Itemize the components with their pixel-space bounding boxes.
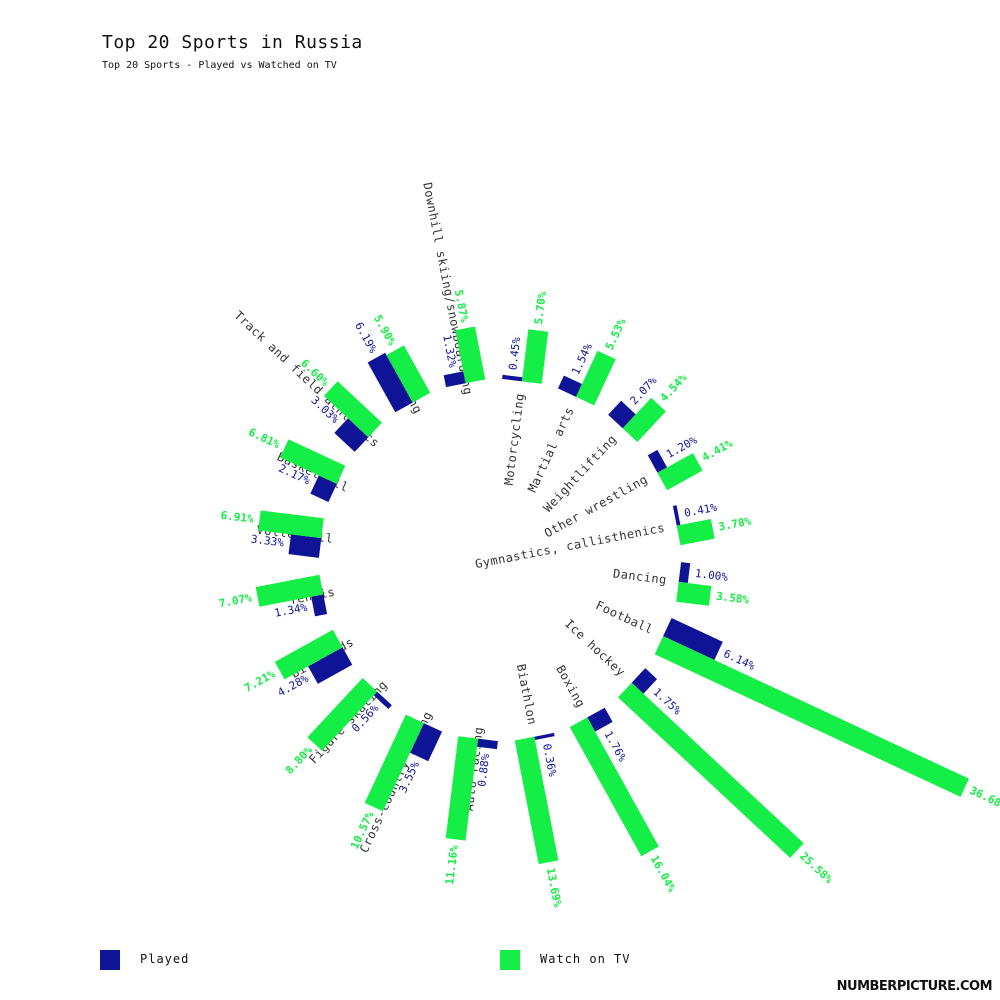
bar-watched bbox=[274, 629, 343, 680]
value-label-watched: 4.41% bbox=[700, 437, 736, 465]
bar-watched bbox=[514, 736, 559, 865]
bar-played bbox=[647, 449, 668, 473]
value-label-played: 0.45% bbox=[506, 336, 523, 371]
bar-played bbox=[672, 505, 681, 526]
value-label-watched: 7.07% bbox=[218, 591, 253, 610]
bar-watched bbox=[521, 329, 549, 384]
value-label-watched: 6.81% bbox=[246, 426, 282, 452]
bar-watched bbox=[576, 350, 616, 406]
category-label: Boxing bbox=[553, 663, 588, 710]
bar-played bbox=[310, 475, 337, 503]
bar-watched bbox=[255, 574, 324, 607]
legend-label-watched: Watch on TV bbox=[540, 952, 631, 966]
bar-watched bbox=[307, 678, 378, 751]
spoke-auto-racing: Auto racing0.88%11.16% bbox=[443, 726, 498, 885]
bar-played bbox=[373, 691, 392, 710]
value-label-played: 1.32% bbox=[440, 334, 459, 369]
bar-watched bbox=[445, 736, 479, 841]
chart-subtitle: Top 20 Sports - Played vs Watched on TV bbox=[102, 60, 337, 71]
value-label-watched: 5.70% bbox=[532, 290, 549, 325]
category-label: Dancing bbox=[612, 566, 667, 586]
bar-watched bbox=[455, 326, 486, 384]
bar-played bbox=[608, 400, 636, 429]
bar-played bbox=[410, 723, 443, 762]
value-label-watched: 13.69% bbox=[544, 867, 564, 909]
value-label-played: 1.00% bbox=[694, 567, 729, 584]
bar-watched bbox=[622, 397, 666, 442]
value-label-played: 0.41% bbox=[683, 501, 718, 520]
bar-watched bbox=[618, 682, 804, 858]
bar-played bbox=[678, 562, 691, 584]
bar-watched bbox=[258, 510, 324, 539]
value-label-watched: 16.04% bbox=[648, 853, 679, 894]
bar-watched bbox=[323, 381, 382, 438]
value-label-watched: 4.54% bbox=[658, 371, 690, 404]
bar-played bbox=[288, 534, 322, 558]
bar-watched bbox=[676, 519, 715, 546]
bar-played bbox=[477, 738, 498, 750]
site-credit: NUMBERPICTURE.COM bbox=[836, 979, 993, 994]
bar-watched bbox=[676, 581, 712, 606]
bar-watched bbox=[569, 717, 659, 857]
legend-swatch-watched bbox=[500, 950, 520, 970]
value-label-watched: 3.58% bbox=[715, 590, 750, 607]
value-label-watched: 6.91% bbox=[220, 509, 255, 526]
value-label-watched: 25.58% bbox=[797, 850, 835, 887]
bar-watched bbox=[364, 714, 424, 812]
value-label-played: 3.33% bbox=[250, 533, 285, 550]
category-label: Ice hockey bbox=[562, 616, 628, 679]
bar-played bbox=[587, 707, 613, 732]
value-label-played: 1.34% bbox=[273, 601, 308, 620]
value-label-watched: 7.21% bbox=[242, 667, 278, 695]
bar-played bbox=[334, 418, 369, 452]
value-label-played: 0.36% bbox=[540, 743, 559, 778]
bar-watched bbox=[654, 636, 969, 797]
value-label-watched: 3.78% bbox=[717, 514, 752, 533]
bar-played bbox=[534, 732, 555, 740]
bar-played bbox=[443, 371, 466, 388]
spoke-volleyball: Volleyball3.33%6.91% bbox=[220, 509, 334, 558]
category-label: Motorcycling bbox=[502, 392, 527, 486]
bar-played bbox=[311, 594, 328, 617]
value-label-watched: 5.53% bbox=[603, 316, 629, 352]
value-label-watched: 36.68% bbox=[968, 784, 1000, 813]
value-label-watched: 11.16% bbox=[443, 844, 461, 885]
value-label-watched: 5.87% bbox=[452, 289, 471, 324]
bar-played bbox=[367, 352, 413, 413]
value-label-played: 0.88% bbox=[475, 753, 492, 788]
bar-played bbox=[502, 374, 523, 382]
chart-title: Top 20 Sports in Russia bbox=[102, 32, 363, 53]
bar-played bbox=[663, 617, 723, 660]
bar-watched bbox=[657, 453, 703, 491]
category-label: Biathlon bbox=[514, 663, 540, 726]
legend-label-played: Played bbox=[140, 952, 190, 966]
bar-played bbox=[557, 375, 583, 397]
bar-played bbox=[308, 647, 353, 684]
bar-watched bbox=[280, 439, 346, 484]
bar-watched bbox=[386, 345, 431, 403]
spoke-dancing: Dancing 1.00% 3.58% bbox=[612, 562, 750, 607]
legend-swatch-played bbox=[100, 950, 120, 970]
spoke-tennis: Tennis1.34%7.07% bbox=[218, 574, 336, 620]
bar-played bbox=[631, 668, 658, 694]
category-label: Football bbox=[594, 598, 656, 637]
